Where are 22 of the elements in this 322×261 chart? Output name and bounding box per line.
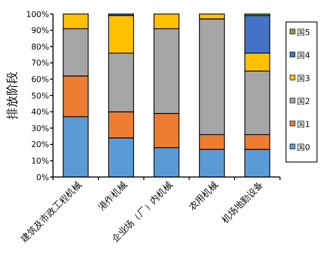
y-tick-label: 20% — [31, 140, 50, 150]
y-tick-label: 10% — [31, 156, 50, 166]
legend-label: 国5 — [297, 28, 310, 37]
x-tick-label: 港作机械 — [96, 180, 130, 213]
y-tick-label: 80% — [31, 42, 50, 52]
y-tick-label: 100% — [26, 10, 50, 19]
y-tick-label: 0% — [36, 172, 50, 182]
y-tick-label: 60% — [31, 75, 50, 84]
y-tick-label: 30% — [31, 124, 50, 133]
x-tick-label: 机场地勤设备 — [220, 180, 266, 226]
x-tick-label: 农用机械 — [187, 180, 220, 213]
y-tick-label: 90% — [31, 26, 50, 36]
legend-label: 国3 — [297, 74, 310, 83]
x-tick-label: 建筑及市政工程机械 — [18, 180, 84, 246]
legend-label: 国2 — [297, 96, 310, 106]
y-tick-label: 40% — [31, 108, 50, 117]
legend-label: 国4 — [297, 50, 310, 60]
legend-label: 国1 — [297, 120, 310, 129]
y-tick-label: 70% — [31, 58, 50, 68]
y-axis-title: 排放阶段 — [5, 72, 19, 120]
legend-label: 国0 — [297, 142, 310, 152]
y-tick-label: 50% — [31, 91, 50, 100]
